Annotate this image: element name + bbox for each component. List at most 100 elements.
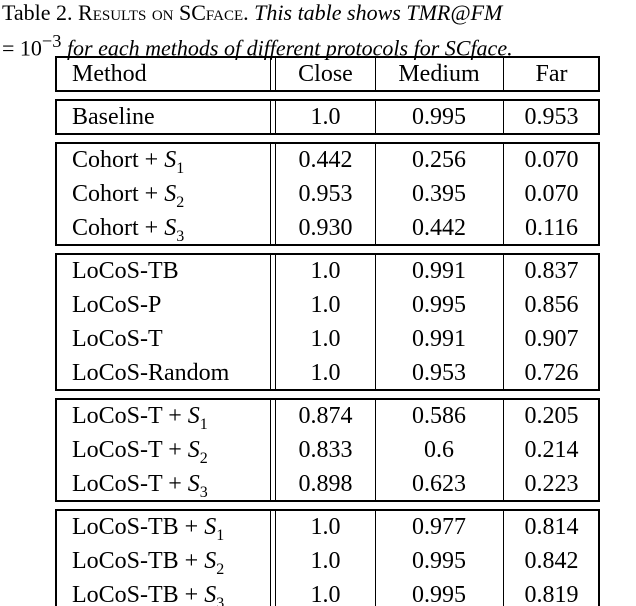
table-group: Method Close Medium Far bbox=[55, 56, 600, 92]
table-group: LoCoS-TB + S1 1.0 0.977 0.814 LoCoS-TB + S2 1… bbox=[55, 509, 600, 606]
value-cell: 0.907 bbox=[524, 326, 579, 352]
method-cell: LoCoS-P bbox=[72, 288, 161, 322]
column-rule bbox=[503, 511, 504, 606]
method-cell: LoCoS-T + S1 bbox=[72, 399, 208, 433]
value-cell: 0.442 bbox=[412, 215, 466, 241]
value-cell: 1.0 bbox=[310, 292, 341, 318]
caption-text: = 10 bbox=[2, 35, 42, 61]
value-cell: 0.930 bbox=[298, 215, 353, 241]
column-rule bbox=[270, 101, 271, 133]
method-subscript: 1 bbox=[216, 526, 225, 544]
column-rule bbox=[270, 255, 271, 389]
column-rule bbox=[275, 101, 276, 133]
method-name: Baseline bbox=[72, 104, 155, 130]
value-cell: 0.991 bbox=[412, 326, 466, 352]
value-cell: 0.953 bbox=[524, 104, 579, 130]
column-rule bbox=[375, 144, 376, 244]
method-name: LoCoS-TB bbox=[72, 258, 179, 284]
value-cell: 0.995 bbox=[412, 548, 466, 574]
value-cell: 0.223 bbox=[524, 471, 579, 497]
method-symbol: S bbox=[187, 403, 200, 429]
method-symbol: S bbox=[204, 548, 217, 574]
method-name: LoCoS-T bbox=[72, 326, 163, 352]
caption-label: Table 2. bbox=[2, 0, 73, 25]
value-cell: 0.953 bbox=[412, 360, 466, 386]
method-cell: LoCoS-TB + S3 bbox=[72, 578, 224, 606]
column-header: Far bbox=[535, 61, 568, 87]
column-rule bbox=[275, 511, 276, 606]
value-cell: 1.0 bbox=[310, 514, 341, 540]
value-cell: 0.977 bbox=[412, 514, 466, 540]
value-cell: 0.070 bbox=[524, 181, 579, 207]
column-header: Medium bbox=[398, 61, 480, 87]
method-name: Cohort + bbox=[72, 181, 159, 207]
method-name: LoCoS-Random bbox=[72, 360, 230, 386]
value-cell: 0.214 bbox=[524, 437, 579, 463]
caption-text: This table shows TMR@FM bbox=[254, 0, 503, 25]
method-name: Cohort + bbox=[72, 215, 159, 241]
method-symbol: S bbox=[164, 215, 177, 241]
value-cell: 1.0 bbox=[310, 258, 341, 284]
value-cell: 0.623 bbox=[412, 471, 466, 497]
column-header: Method bbox=[72, 61, 147, 87]
method-name: LoCoS-T + bbox=[72, 471, 182, 497]
value-cell: 0.442 bbox=[298, 147, 353, 173]
value-cell: 0.995 bbox=[412, 104, 466, 130]
value-cell: 1.0 bbox=[310, 104, 341, 130]
method-cell: LoCoS-T + S2 bbox=[72, 433, 208, 467]
method-name: LoCoS-TB + bbox=[72, 582, 199, 606]
method-name: Cohort + bbox=[72, 147, 159, 173]
column-rule bbox=[270, 400, 271, 500]
value-cell: 0.991 bbox=[412, 258, 466, 284]
column-rule bbox=[375, 400, 376, 500]
value-cell: 0.842 bbox=[524, 548, 579, 574]
method-name: LoCoS-T + bbox=[72, 437, 182, 463]
method-symbol: S bbox=[187, 437, 200, 463]
caption-line: Table 2. Results on SCface. This table s… bbox=[2, 0, 502, 26]
column-header: Close bbox=[298, 61, 353, 87]
value-cell: 0.837 bbox=[524, 258, 579, 284]
method-symbol: S bbox=[187, 471, 200, 497]
value-cell: 0.6 bbox=[424, 437, 454, 463]
value-cell: 0.995 bbox=[412, 582, 466, 606]
method-cell: LoCoS-T bbox=[72, 322, 163, 356]
table-group: Cohort + S1 0.442 0.256 0.070 Cohort + S2 0.9… bbox=[55, 142, 600, 246]
value-cell: 0.586 bbox=[412, 403, 466, 429]
value-cell: 1.0 bbox=[310, 360, 341, 386]
column-rule bbox=[275, 58, 276, 90]
column-rule bbox=[270, 144, 271, 244]
value-cell: 0.116 bbox=[524, 215, 579, 241]
method-subscript: 2 bbox=[176, 193, 185, 211]
method-name: LoCoS-TB + bbox=[72, 514, 199, 540]
column-rule bbox=[375, 511, 376, 606]
method-subscript: 1 bbox=[199, 415, 208, 433]
value-cell: 1.0 bbox=[310, 326, 341, 352]
value-cell: 0.856 bbox=[524, 292, 579, 318]
method-cell: LoCoS-Random bbox=[72, 356, 229, 390]
method-cell: Cohort + S1 bbox=[72, 143, 184, 177]
table-group: LoCoS-TB 1.0 0.991 0.837 LoCoS-P 1.0 0.995 0.85… bbox=[55, 253, 600, 391]
method-symbol: S bbox=[204, 582, 217, 606]
value-cell: 0.833 bbox=[298, 437, 353, 463]
table-group: LoCoS-T + S1 0.874 0.586 0.205 LoCoS-T + S2 0… bbox=[55, 398, 600, 502]
method-cell: LoCoS-T + S3 bbox=[72, 467, 208, 501]
method-name: LoCoS-P bbox=[72, 292, 162, 318]
method-symbol: S bbox=[164, 147, 177, 173]
method-subscript: 2 bbox=[216, 560, 225, 578]
value-cell: 0.995 bbox=[412, 292, 466, 318]
value-cell: 1.0 bbox=[310, 582, 341, 606]
column-rule bbox=[275, 144, 276, 244]
method-cell: LoCoS-TB bbox=[72, 254, 179, 288]
method-subscript: 3 bbox=[176, 227, 185, 245]
column-rule bbox=[270, 511, 271, 606]
value-cell: 0.726 bbox=[524, 360, 579, 386]
method-subscript: 3 bbox=[199, 483, 208, 501]
column-rule bbox=[503, 144, 504, 244]
column-rule bbox=[503, 255, 504, 389]
value-cell: 0.898 bbox=[298, 471, 353, 497]
value-cell: 0.256 bbox=[412, 147, 466, 173]
method-subscript: 3 bbox=[216, 594, 225, 606]
column-rule bbox=[275, 400, 276, 500]
method-symbol: S bbox=[164, 181, 177, 207]
